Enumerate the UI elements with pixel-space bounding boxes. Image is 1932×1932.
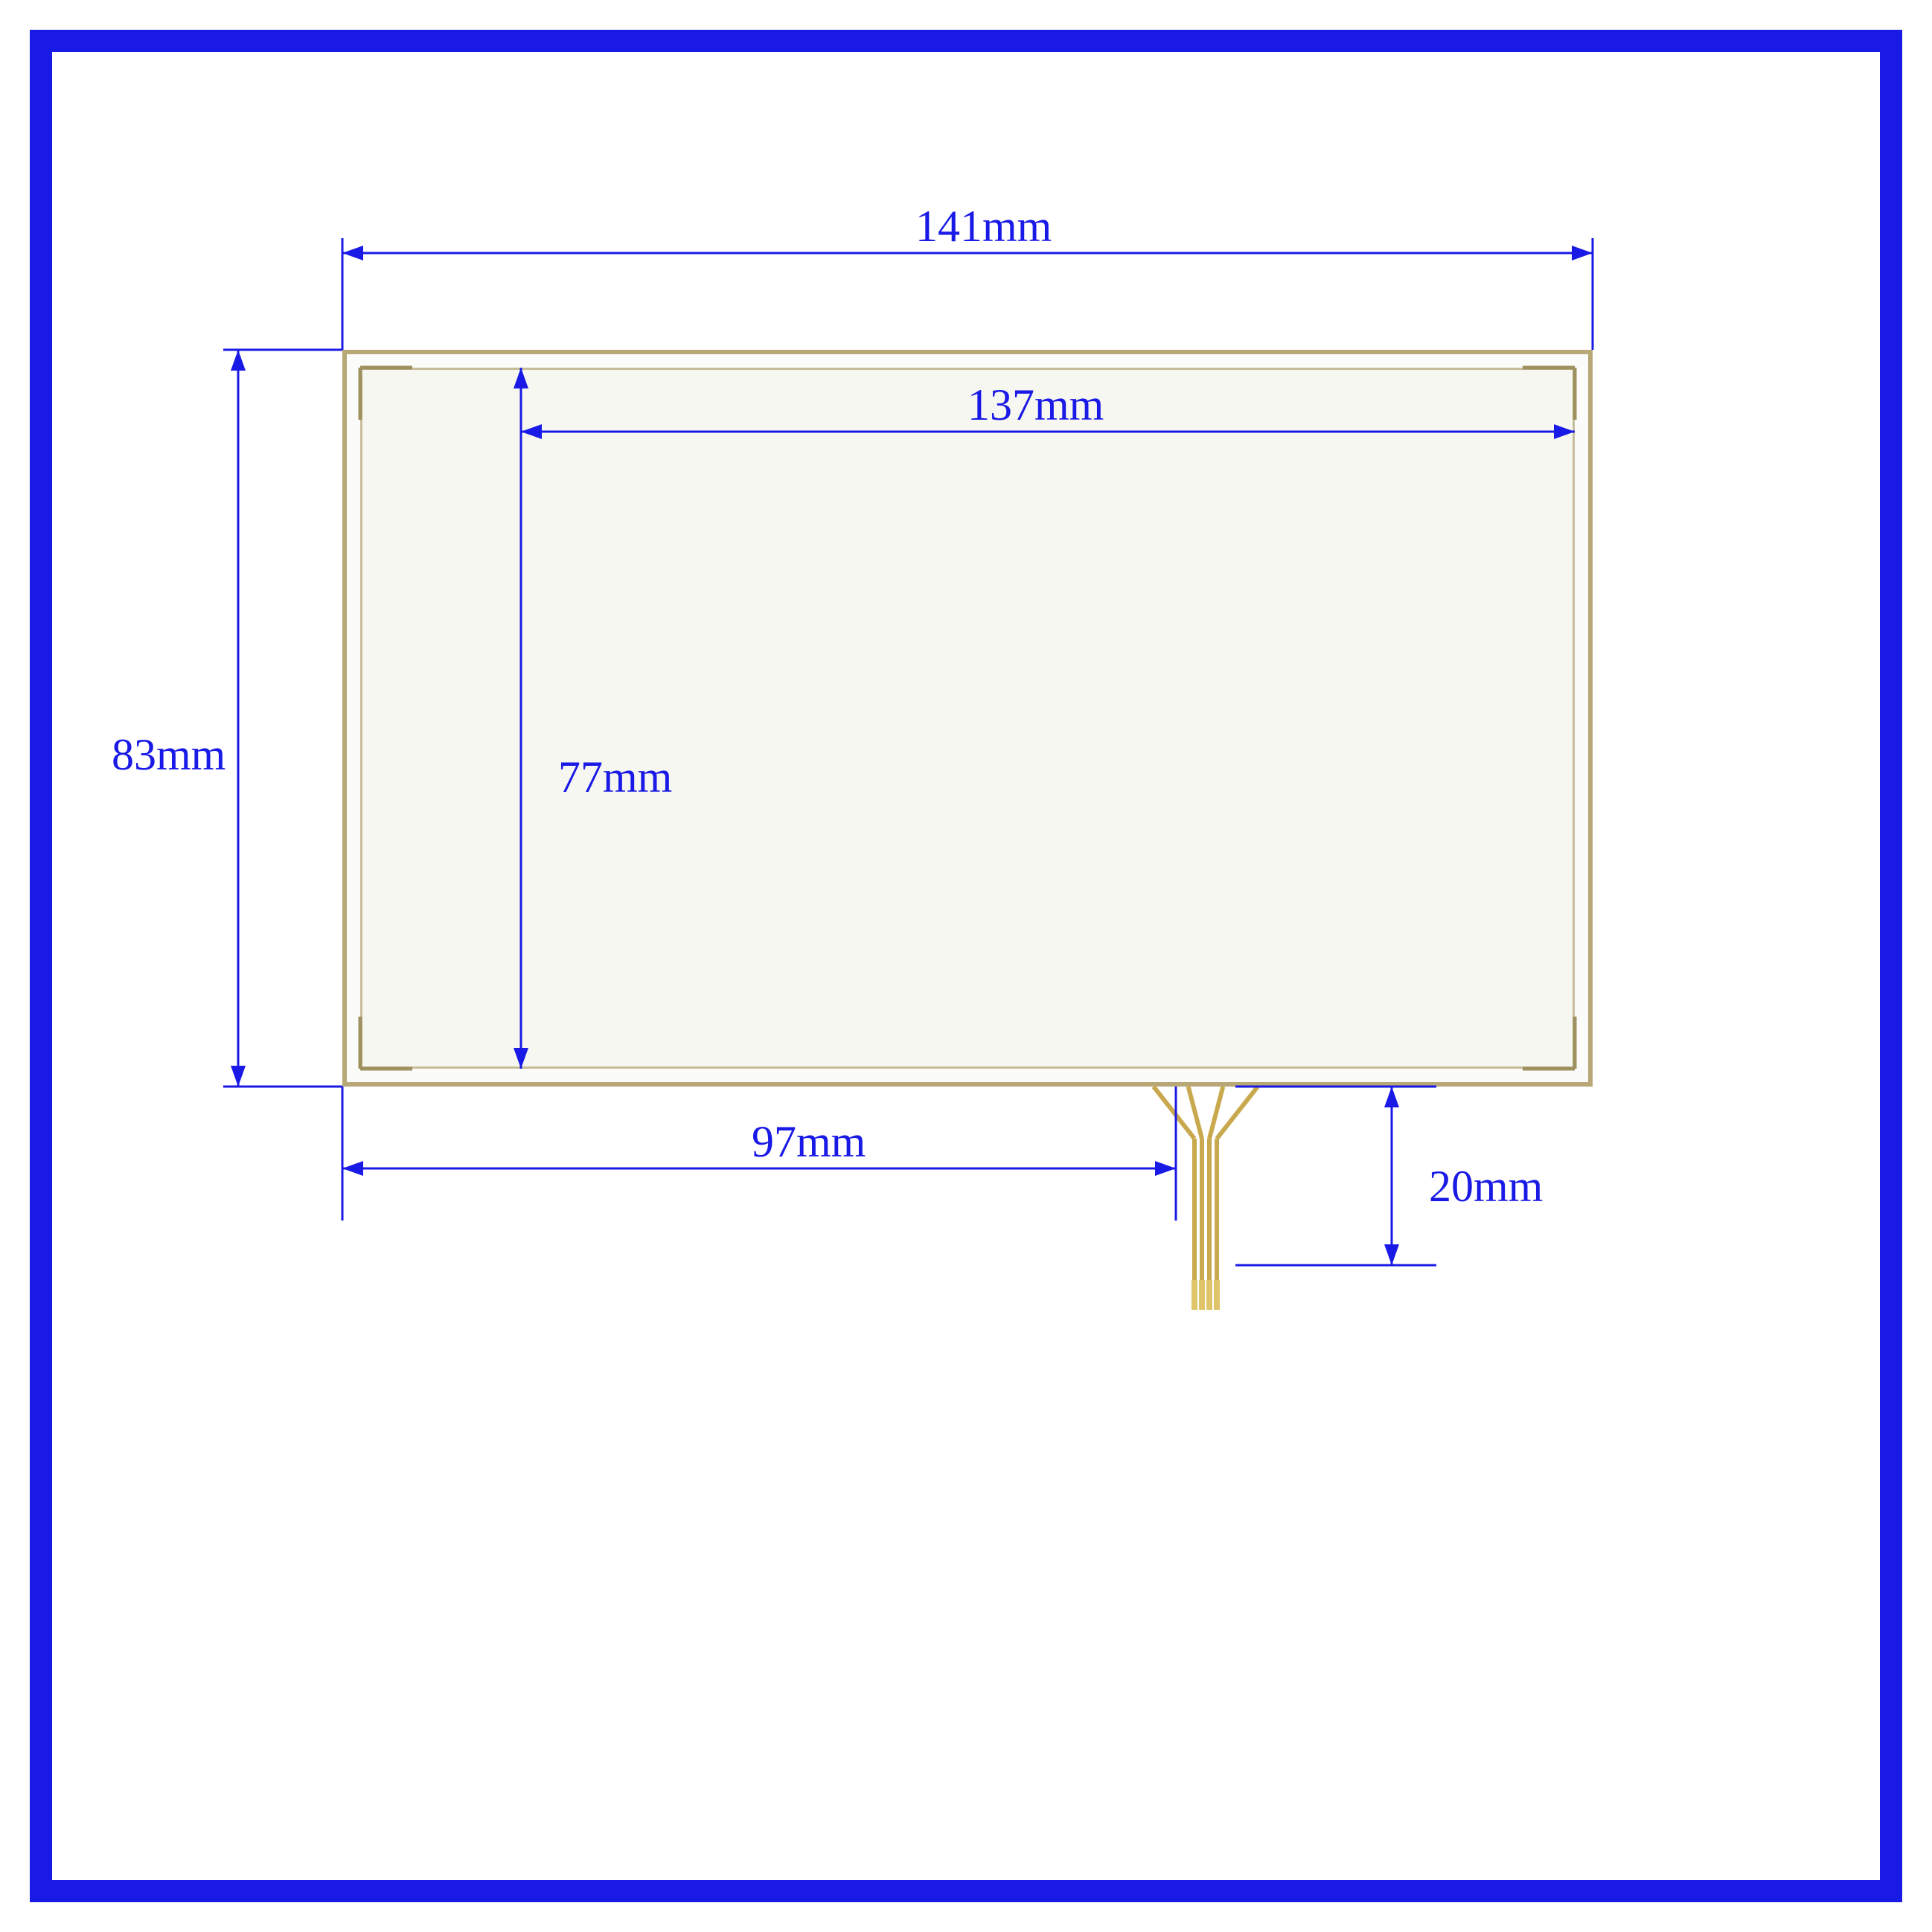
dim-label-outer-height: 83mm [112, 729, 225, 781]
dim-label-cable-length: 20mm [1429, 1161, 1543, 1212]
dimension-lines-layer [0, 0, 1932, 1932]
dim-label-inner-width: 137mm [967, 380, 1104, 431]
dim-label-cable-offset: 97mm [752, 1116, 866, 1168]
dim-label-outer-width: 141mm [915, 201, 1052, 252]
dim-label-inner-height: 77mm [558, 752, 672, 803]
